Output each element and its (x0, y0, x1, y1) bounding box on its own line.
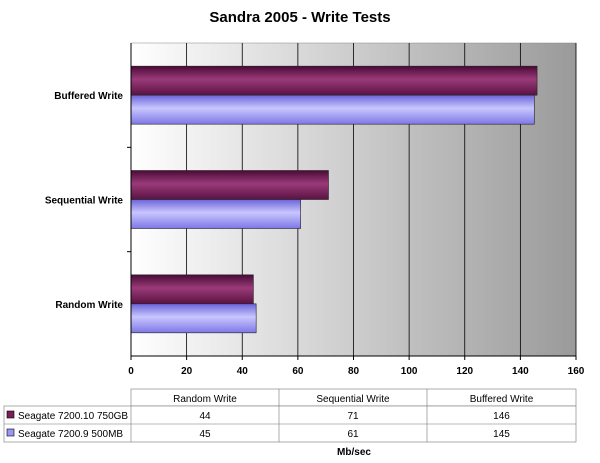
table-cell-r2-c2: 61 (347, 429, 359, 440)
bar-random-write-series1 (130, 274, 254, 305)
bar-random-write-series2 (130, 303, 257, 334)
category-labels: Random Write Sequential Write Buffered Wri… (45, 91, 124, 311)
bars (130, 65, 538, 334)
x-tick-label-0: 0 (128, 366, 134, 377)
table-cell-r1-c3: 146 (493, 411, 510, 422)
table-header-2: Sequential Write (316, 394, 390, 405)
legend-label-series1: Seagate 7200.10 750GB (18, 411, 128, 422)
x-tick-label-60: 60 (292, 366, 304, 377)
category-label-sequential-write: Sequential Write (45, 196, 124, 207)
x-tick-label-140: 140 (512, 366, 529, 377)
data-table: Random Write Sequential Write Buffered Wri… (3, 388, 577, 443)
bar-sequential-write-series1 (130, 170, 329, 200)
x-tick-label-80: 80 (348, 366, 360, 377)
table-cell-r2-c3: 145 (493, 429, 510, 440)
chart-title: Sandra 2005 - Write Tests (209, 9, 390, 26)
legend-label-series2: Seagate 7200.9 500MB (18, 429, 123, 440)
table-cell-r1-c1: 44 (199, 411, 211, 422)
x-tick-label-100: 100 (401, 366, 418, 377)
table-header-1: Random Write (173, 394, 237, 405)
x-tick-label-20: 20 (181, 366, 193, 377)
bar-buffered-write-series1 (130, 65, 538, 96)
table-cell-r1-c2: 71 (347, 411, 359, 422)
legend-swatch-series2 (6, 428, 15, 437)
x-axis-label: Mb/sec (337, 447, 371, 458)
x-tick-label-40: 40 (237, 366, 249, 377)
legend-swatch-series1 (6, 410, 15, 419)
table-cell-r2-c1: 45 (199, 429, 211, 440)
x-tick-labels: 0 20 40 60 80 100 120 140 160 (128, 366, 585, 377)
category-label-random-write: Random Write (55, 300, 123, 311)
x-tick-label-160: 160 (568, 366, 585, 377)
x-tick-label-120: 120 (456, 366, 473, 377)
bar-sequential-write-series2 (130, 199, 301, 229)
bar-buffered-write-series2 (130, 94, 535, 125)
category-label-buffered-write: Buffered Write (54, 91, 123, 102)
table-header-3: Buffered Write (470, 394, 534, 405)
